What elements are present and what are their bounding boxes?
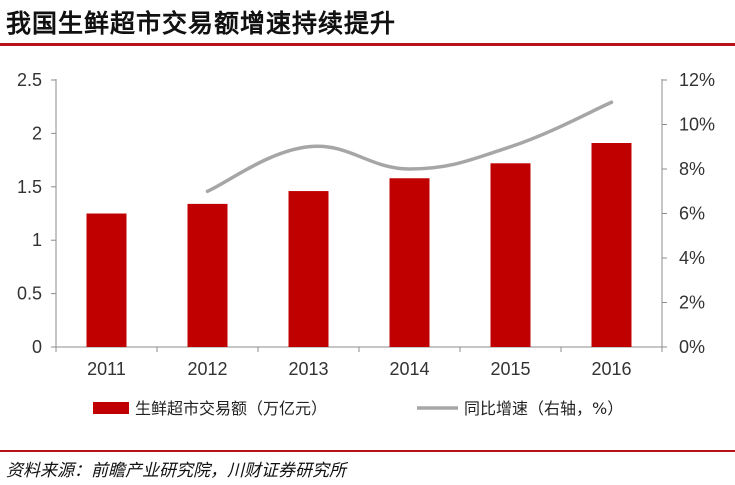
bar [187, 203, 228, 347]
bar [490, 163, 531, 347]
left-axis-tick-label: 1.5 [17, 177, 42, 197]
legend: 生鲜超市交易额（万亿元） 同比增速（右轴，%） [93, 399, 623, 418]
left-axis-tick-label: 1 [32, 230, 42, 250]
right-axis-tick-label: 10% [679, 115, 715, 135]
right-axis-tick-label: 8% [679, 159, 705, 179]
legend-bar-swatch [93, 402, 129, 414]
x-axis-tick-label: 2012 [187, 359, 227, 379]
right-axis-tick-label: 0% [679, 337, 705, 357]
legend-line-label: 同比增速（右轴，%） [464, 399, 623, 418]
combo-chart: 0 0.5 1 1.5 2 2.5 0% 2% 4% 6% 8% 10% 12% 2011 2012 2013… [17, 70, 715, 418]
x-axis-tick-label: 2015 [490, 359, 530, 379]
x-axis-tick-label: 2013 [288, 359, 328, 379]
bar [591, 143, 632, 347]
right-axis-tick-label: 2% [679, 293, 705, 313]
left-axis-tick-label: 2 [32, 123, 42, 143]
right-axis-tick-label: 12% [679, 70, 715, 90]
axes: 0 0.5 1 1.5 2 2.5 0% 2% 4% 6% 8% 10% 12% 2011 2012 2013… [17, 70, 715, 379]
bar [288, 191, 329, 347]
bar [389, 178, 430, 347]
line-series [205, 100, 614, 193]
source-note: 资料来源：前瞻产业研究院，川财证券研究所 [6, 461, 346, 481]
chart-title: 我国生鲜超市交易额增速持续提升 [6, 9, 397, 38]
right-axis-tick-label: 6% [679, 204, 705, 224]
left-axis-tick-label: 2.5 [17, 70, 42, 90]
legend-bar-label: 生鲜超市交易额（万亿元） [135, 399, 327, 418]
x-axis-tick-label: 2014 [389, 359, 429, 379]
source-divider [0, 450, 735, 452]
title-divider [0, 43, 735, 46]
x-axis-tick-label: 2016 [591, 359, 631, 379]
bar-series [86, 143, 632, 347]
right-axis-tick-label: 4% [679, 248, 705, 268]
x-axis-tick-label: 2011 [87, 359, 126, 379]
growth-line [205, 100, 614, 193]
left-axis-tick-label: 0 [32, 337, 42, 357]
bar [86, 213, 127, 347]
left-axis-tick-label: 0.5 [17, 284, 42, 304]
